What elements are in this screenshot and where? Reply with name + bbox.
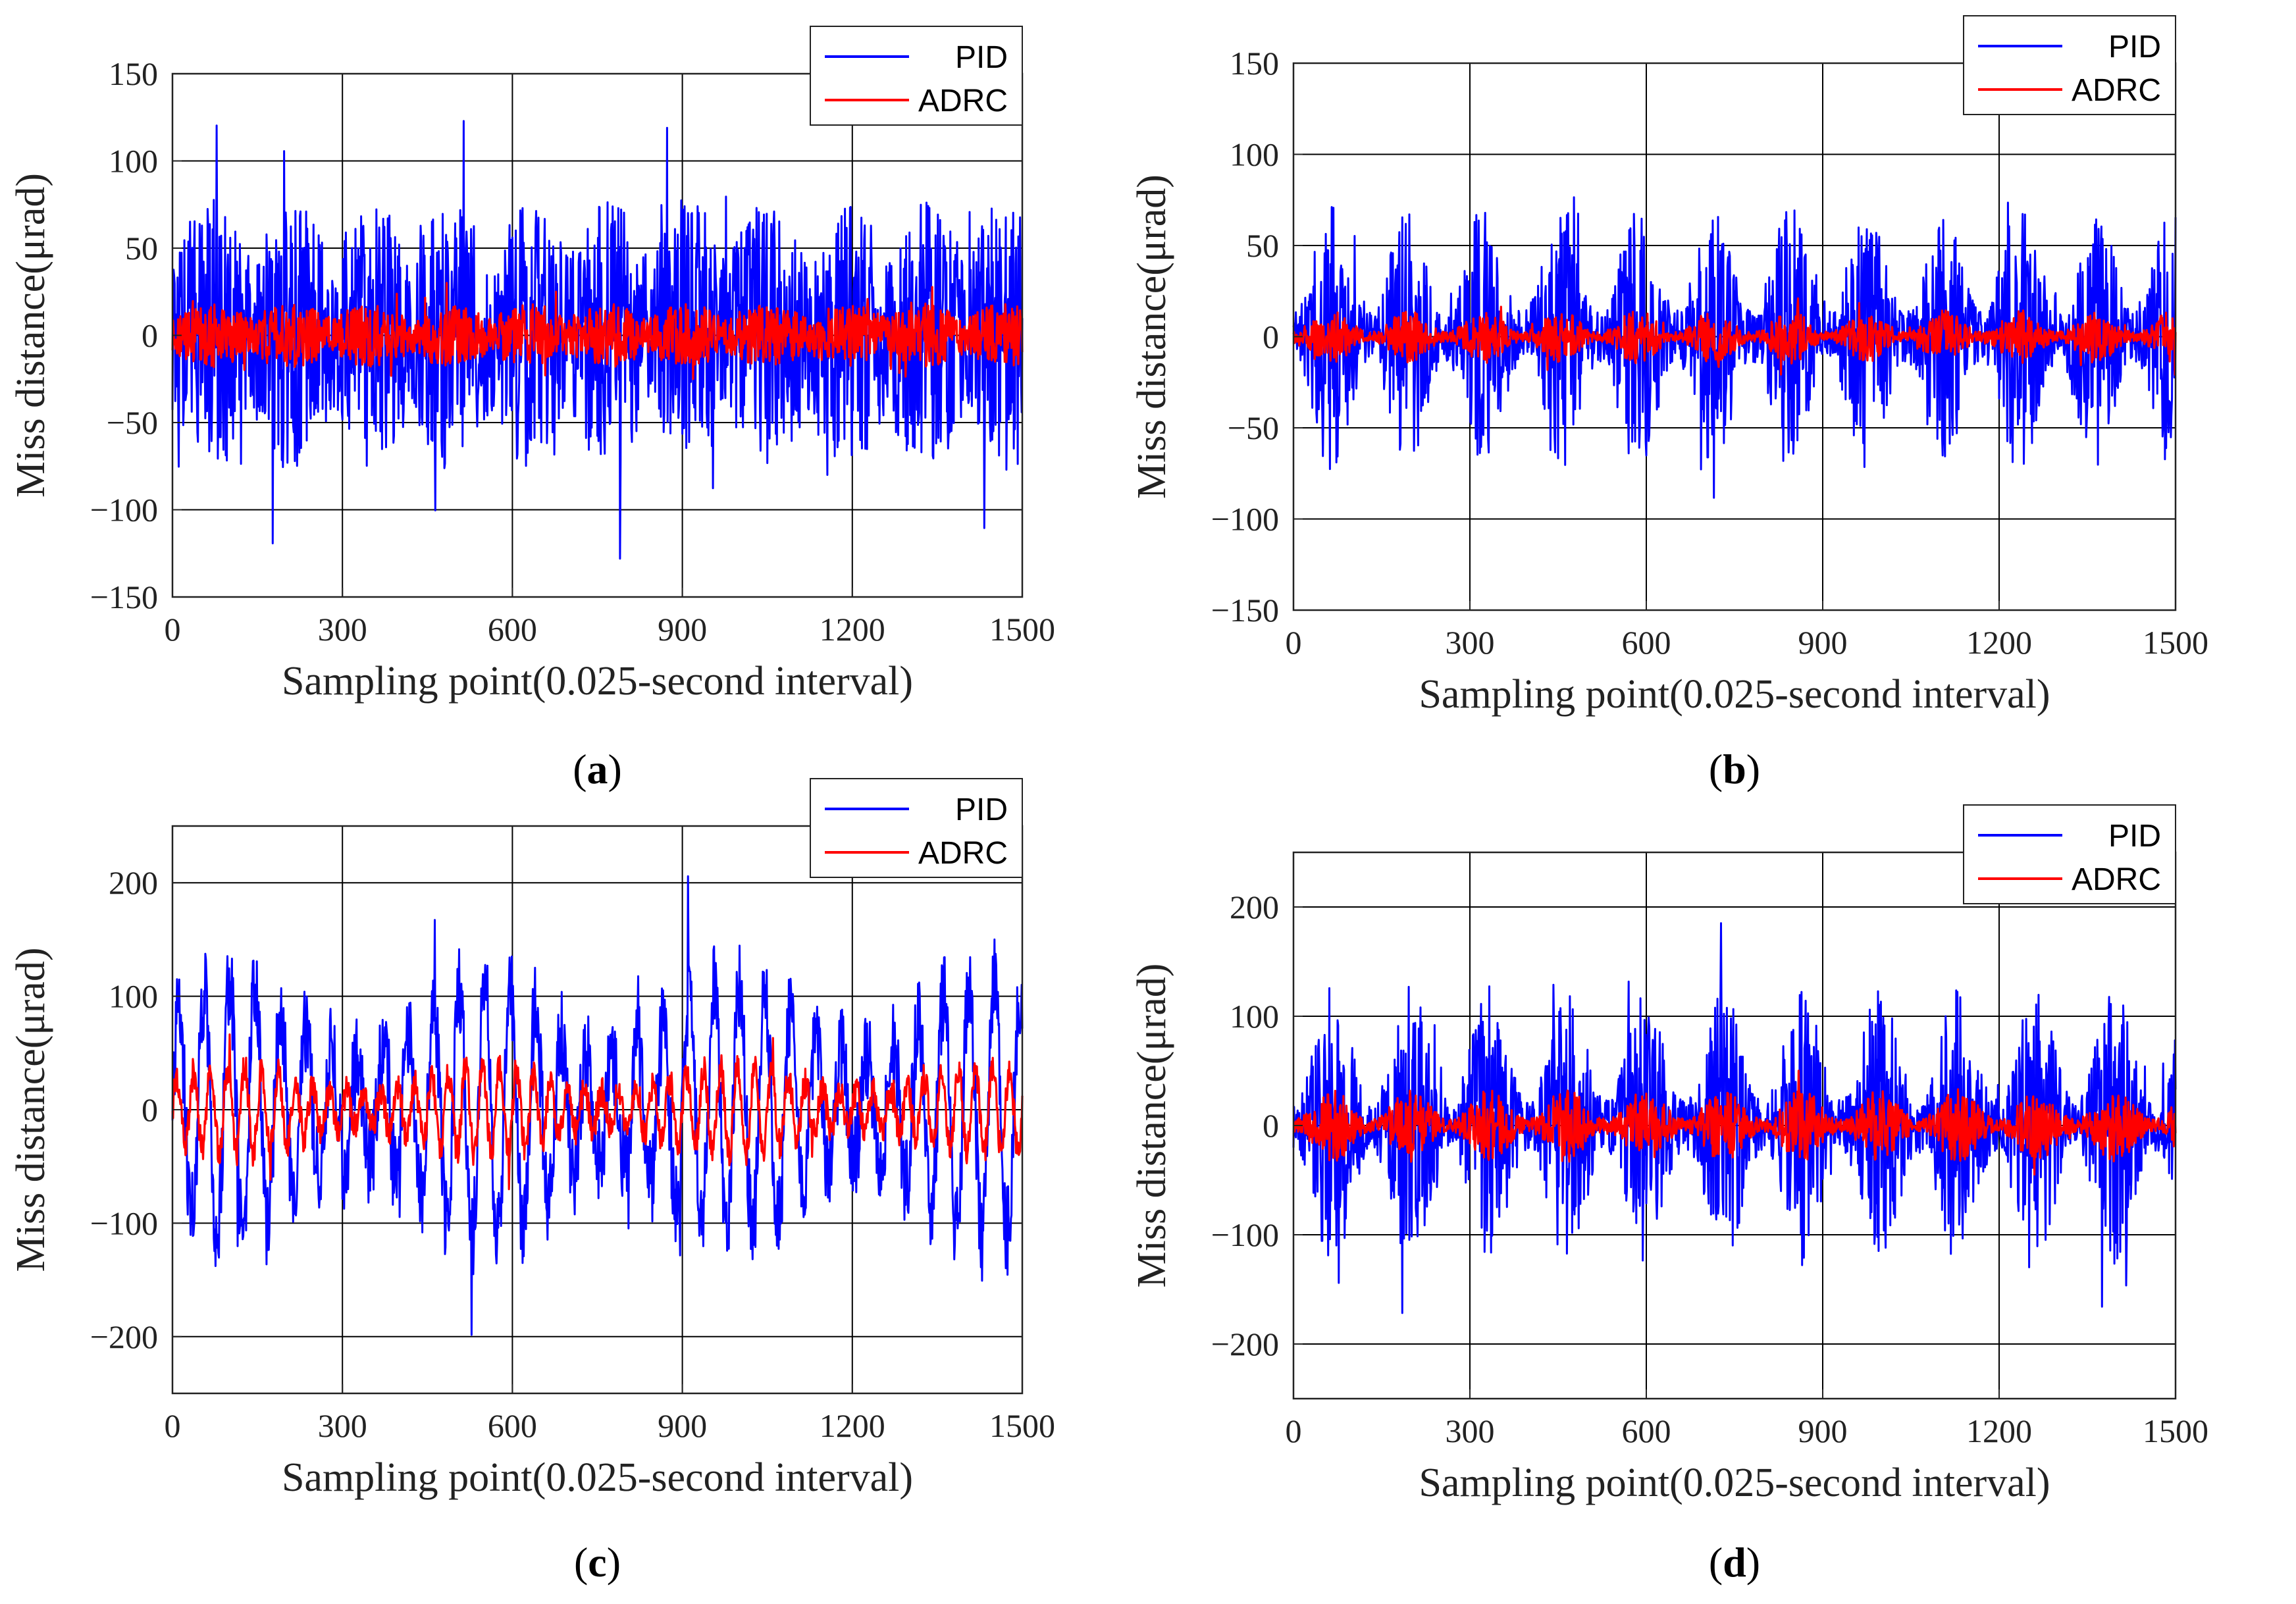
x-tick-label: 1500 [989, 611, 1055, 648]
series-line-adrc [171, 282, 1024, 380]
x-tick-label: 0 [165, 1407, 181, 1444]
legend: PID ADRC [810, 778, 1023, 878]
y-tick-label: 0 [1263, 1107, 1279, 1144]
series-line-pid [171, 120, 1024, 560]
x-axis-label: Sampling point(0.025-second interval) [282, 1455, 913, 1500]
y-tick-label: −100 [90, 1204, 158, 1241]
y-axis-label: Miss distance(μrad) [9, 948, 53, 1272]
x-tick-label: 900 [658, 1407, 707, 1444]
x-tick-label: 1200 [820, 611, 885, 648]
chart-panel-c: 0 300 600 900 1200 1500 −200 −100 0 100 200 Samplin… [9, 778, 1055, 1586]
y-tick-label: −50 [107, 404, 158, 441]
x-tick-label: 0 [1286, 624, 1302, 661]
panel-caption: (b) [1709, 746, 1760, 792]
x-tick-label: 600 [488, 1407, 537, 1444]
panel-caption: (d) [1709, 1539, 1760, 1586]
x-tick-label: 1200 [820, 1407, 885, 1444]
x-tick-label: 0 [165, 611, 181, 648]
x-tick-label: 0 [1286, 1412, 1302, 1449]
x-tick-label: 300 [318, 1407, 367, 1444]
x-tick-label: 600 [488, 611, 537, 648]
legend-box [1963, 15, 2176, 115]
x-tick-label: 1500 [989, 1407, 1055, 1444]
chart-panel-a: 0 300 600 900 1200 1500 −150 −100 −50 0 50 100 150 Sa… [9, 26, 1055, 792]
x-tick-label: 900 [1798, 1412, 1848, 1449]
y-tick-label: −150 [90, 579, 158, 615]
series-line-adrc [1292, 297, 2177, 376]
series-line-pid [1292, 196, 2177, 499]
y-tick-label: 100 [109, 143, 158, 180]
x-tick-label: 300 [318, 611, 367, 648]
legend: PID ADRC [1963, 15, 2176, 115]
y-tick-label: 50 [125, 230, 158, 267]
legend-label-adrc: ADRC [2072, 862, 2161, 897]
legend-label-pid: PID [955, 40, 1008, 75]
legend-label-adrc: ADRC [918, 836, 1008, 871]
series-line-pid [171, 875, 1024, 1336]
legend-label-pid: PID [955, 792, 1008, 827]
y-tick-label: 100 [1230, 998, 1279, 1035]
y-tick-label: −200 [90, 1318, 158, 1355]
x-tick-label: 900 [658, 611, 707, 648]
y-tick-label: −100 [1211, 501, 1279, 538]
panel-caption: (a) [573, 746, 622, 792]
x-tick-label: 900 [1798, 624, 1848, 661]
y-tick-label: −100 [1211, 1216, 1279, 1253]
y-tick-label: 100 [109, 978, 158, 1015]
y-tick-label: 200 [109, 864, 158, 901]
y-tick-label: 0 [142, 317, 158, 354]
chart-panel-d: 0 300 600 900 1200 1500 −200 −100 0 100 200 Samplin… [1130, 804, 2208, 1586]
x-axis-label: Sampling point(0.025-second interval) [1419, 1461, 2050, 1505]
y-tick-label: 100 [1230, 136, 1279, 173]
y-tick-label: 50 [1246, 227, 1279, 264]
y-tick-label: −200 [1211, 1326, 1279, 1362]
legend-box [810, 778, 1023, 878]
x-tick-label: 1200 [1966, 1412, 2032, 1449]
y-axis-label: Miss distance(μrad) [1130, 964, 1174, 1288]
legend-box [1963, 804, 2176, 904]
y-tick-label: 150 [109, 55, 158, 92]
x-tick-label: 1500 [2143, 1412, 2208, 1449]
x-tick-label: 300 [1446, 1412, 1495, 1449]
x-tick-label: 300 [1446, 624, 1495, 661]
x-tick-label: 1200 [1966, 624, 2032, 661]
y-tick-label: 0 [1263, 319, 1279, 355]
legend-label-adrc: ADRC [2072, 73, 2161, 108]
x-tick-label: 600 [1622, 624, 1671, 661]
chart-panel-b: 0 300 600 900 1200 1500 −150 −100 −50 0 50 100 150 Sa… [1130, 15, 2208, 792]
legend-label-adrc: ADRC [918, 84, 1008, 118]
series-line-adrc [1292, 1070, 2177, 1176]
y-tick-label: −150 [1211, 592, 1279, 629]
legend: PID ADRC [1963, 804, 2176, 904]
series-line-adrc [171, 1033, 1024, 1191]
y-axis-label: Miss distance(μrad) [9, 173, 53, 498]
y-tick-label: 150 [1230, 45, 1279, 82]
y-tick-label: −50 [1228, 409, 1279, 446]
legend: PID ADRC [810, 26, 1023, 126]
panel-caption: (c) [574, 1539, 621, 1586]
legend-label-pid: PID [2108, 30, 2161, 65]
legend-label-pid: PID [2108, 819, 2161, 854]
y-tick-label: 0 [142, 1091, 158, 1128]
y-tick-label: −100 [90, 492, 158, 529]
x-axis-label: Sampling point(0.025-second interval) [1419, 672, 2050, 717]
x-axis-label: Sampling point(0.025-second interval) [282, 659, 913, 704]
x-tick-label: 600 [1622, 1412, 1671, 1449]
legend-box [810, 26, 1023, 126]
x-tick-label: 1500 [2143, 624, 2208, 661]
y-tick-label: 200 [1230, 889, 1279, 925]
y-axis-label: Miss distance(μrad) [1130, 174, 1174, 499]
